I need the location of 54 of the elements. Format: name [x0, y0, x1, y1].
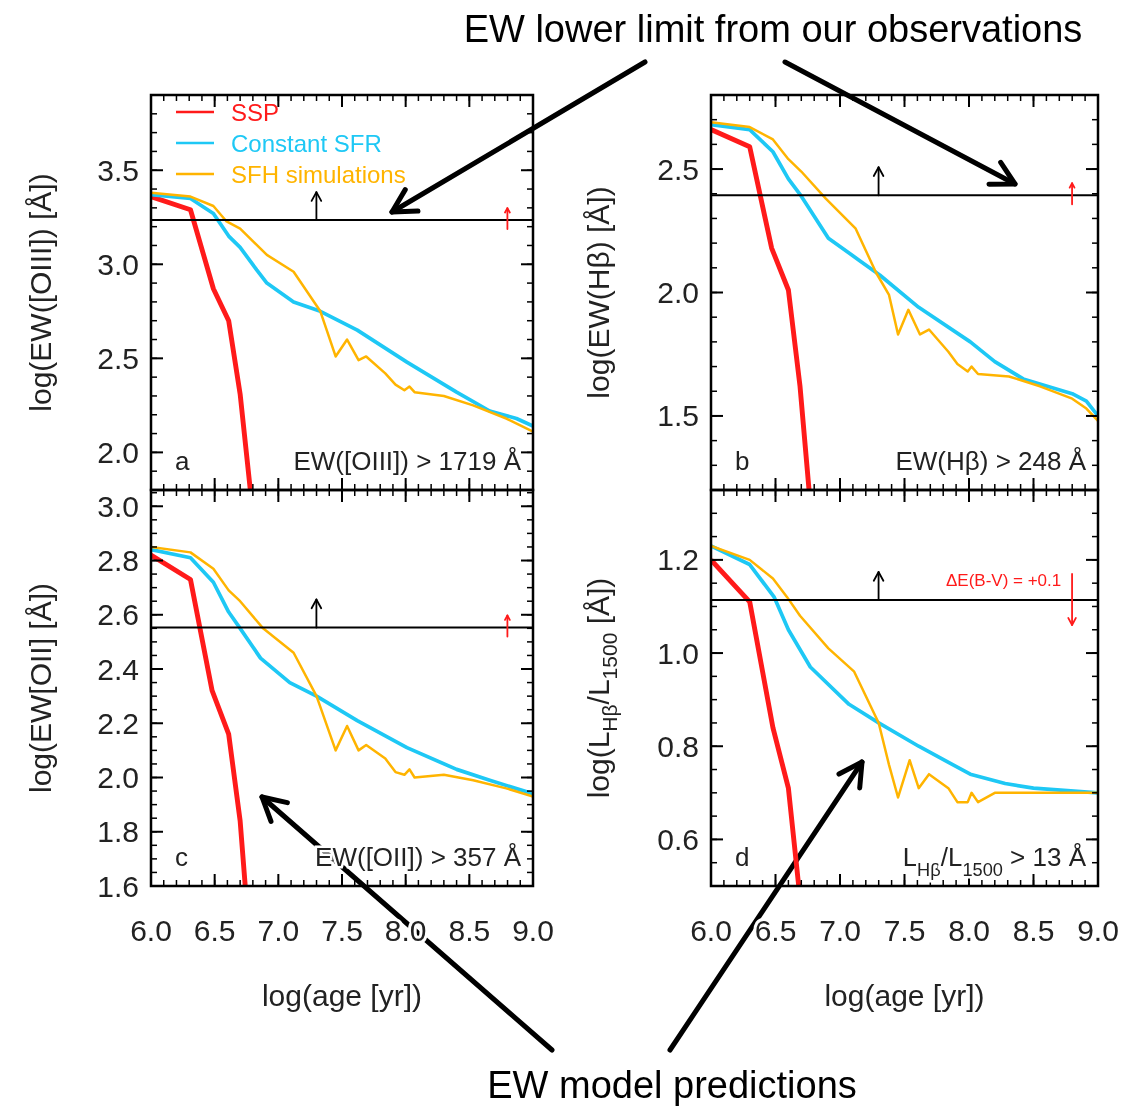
x-tick-label: 6.0 [130, 914, 172, 947]
x-axis-title: log(age [yr]) [261, 979, 423, 1012]
text: EW model predictions [487, 1064, 857, 1106]
x-tick-label: 6.0 [690, 914, 732, 947]
y-tick-label: 1.0 [657, 636, 699, 670]
annotation: d [735, 842, 750, 872]
line-series [151, 552, 248, 886]
x-tick-label: 9.0 [512, 914, 554, 947]
annotation: ΔE(B-V) = +0.1 [945, 570, 1062, 590]
x-tick-label: 8.0 [948, 914, 990, 947]
y-axis-title: log(EW[OII] [Å]) [23, 582, 57, 794]
x-tick-label: 9.0 [1077, 914, 1119, 947]
text: SSP [231, 98, 280, 126]
x-tick-label: 7.5 [883, 914, 926, 947]
y-axis-title: log(EW(Hβ) [Å]) [581, 186, 615, 399]
annotation: EW(Hβ) > 248 Å [895, 446, 1087, 476]
x-axis-title: log(age [yr]) [824, 979, 985, 1012]
y-tick-label: 2.0 [97, 435, 139, 469]
y-tick-label: 0.6 [657, 822, 699, 856]
y-tick-label: 2.8 [97, 544, 139, 578]
text: EW lower limit from our observations [463, 8, 1083, 50]
x-tick-label: 7.0 [819, 914, 861, 947]
y-tick-label: 2.4 [97, 652, 139, 686]
y-tick-label: 3.5 [97, 153, 139, 187]
legend-label: Constant SFR [231, 129, 382, 157]
legend-label: SFH simulations [231, 160, 406, 188]
y-tick-label: 2.5 [97, 341, 139, 375]
line-series [711, 127, 812, 490]
y-tick-label: 2.5 [657, 152, 699, 186]
y-tick-label: 2.0 [657, 276, 699, 309]
annotation: L$_{Hβ}$/L$_{1500}$ > 13 Å [902, 842, 1087, 880]
y-tick-label: 3.0 [97, 489, 139, 523]
x-tick-label: 7.0 [257, 914, 300, 947]
y-tick-label: 3.0 [97, 247, 139, 281]
y-tick-label: 0.8 [657, 729, 699, 763]
line-series [711, 557, 802, 886]
annotation: b [735, 446, 750, 476]
x-tick-label: 6.5 [193, 914, 236, 947]
annotation: EW([OIII]) > 1719 Å [293, 446, 522, 476]
y-tick-label: 1.8 [97, 815, 139, 849]
y-axis-title: log(EW([OIII]) [Å]) [23, 173, 57, 412]
x-tick-label: 6.5 [754, 914, 797, 947]
y-tick-label: 2.2 [97, 706, 139, 740]
y-tick-label: 2.0 [97, 761, 139, 795]
y-tick-label: 1.2 [657, 543, 699, 577]
x-tick-label: 8.5 [448, 914, 491, 947]
y-tick-label: 2.6 [97, 598, 139, 632]
annotation: c [175, 842, 188, 872]
x-tick-label: 8.5 [1012, 914, 1055, 947]
line-series [151, 194, 253, 490]
annotation: a [175, 446, 190, 476]
y-tick-label: 1.5 [657, 399, 699, 433]
x-tick-label: 7.5 [321, 914, 363, 947]
y-tick-label: 1.6 [97, 869, 139, 903]
